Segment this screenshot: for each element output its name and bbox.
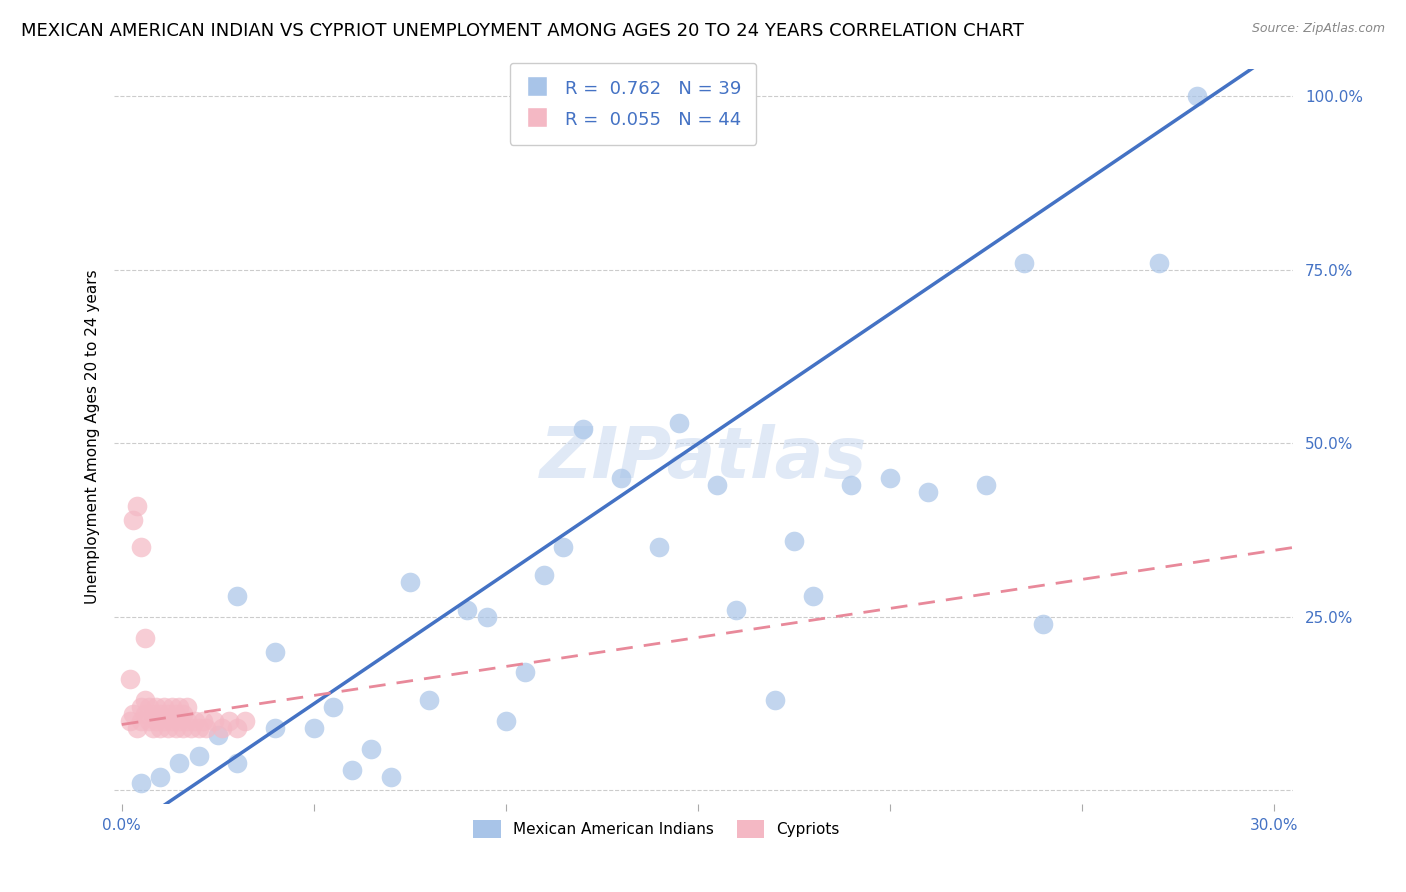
Point — [122, 513, 145, 527]
Point — [172, 707, 194, 722]
Point — [129, 700, 152, 714]
Point — [801, 589, 824, 603]
Point — [399, 575, 422, 590]
Point — [129, 541, 152, 555]
Point — [226, 721, 249, 735]
Point — [118, 673, 141, 687]
Point — [783, 533, 806, 548]
Text: Source: ZipAtlas.com: Source: ZipAtlas.com — [1251, 22, 1385, 36]
Point — [156, 707, 179, 722]
Point — [879, 471, 901, 485]
Legend: Mexican American Indians, Cypriots: Mexican American Indians, Cypriots — [467, 814, 846, 845]
Point — [264, 644, 287, 658]
Point — [145, 714, 167, 728]
Point — [974, 478, 997, 492]
Point — [302, 721, 325, 735]
Point — [233, 714, 256, 728]
Point — [418, 693, 440, 707]
Point — [180, 721, 202, 735]
Point — [360, 741, 382, 756]
Point — [513, 665, 536, 680]
Point — [129, 776, 152, 790]
Point — [184, 714, 207, 728]
Point — [153, 700, 176, 714]
Point — [138, 700, 160, 714]
Point — [342, 763, 364, 777]
Point — [169, 756, 191, 770]
Point — [668, 416, 690, 430]
Point — [1185, 89, 1208, 103]
Point — [127, 721, 149, 735]
Point — [1014, 256, 1036, 270]
Text: MEXICAN AMERICAN INDIAN VS CYPRIOT UNEMPLOYMENT AMONG AGES 20 TO 24 YEARS CORREL: MEXICAN AMERICAN INDIAN VS CYPRIOT UNEMP… — [21, 22, 1024, 40]
Point — [134, 707, 156, 722]
Point — [191, 714, 214, 728]
Point — [142, 707, 165, 722]
Point — [264, 721, 287, 735]
Point — [134, 693, 156, 707]
Point — [218, 714, 240, 728]
Point — [160, 714, 183, 728]
Point — [533, 568, 555, 582]
Point — [725, 603, 748, 617]
Point — [118, 714, 141, 728]
Point — [763, 693, 786, 707]
Point — [149, 721, 172, 735]
Point — [165, 721, 187, 735]
Point — [610, 471, 633, 485]
Point — [917, 485, 939, 500]
Y-axis label: Unemployment Among Ages 20 to 24 years: Unemployment Among Ages 20 to 24 years — [86, 269, 100, 604]
Point — [571, 422, 593, 436]
Point — [165, 707, 187, 722]
Point — [129, 714, 152, 728]
Point — [195, 721, 218, 735]
Point — [226, 756, 249, 770]
Point — [226, 589, 249, 603]
Point — [322, 700, 344, 714]
Point — [153, 714, 176, 728]
Point — [176, 700, 198, 714]
Point — [211, 721, 233, 735]
Point — [142, 721, 165, 735]
Point — [187, 721, 209, 735]
Point — [127, 499, 149, 513]
Point — [138, 714, 160, 728]
Point — [1032, 616, 1054, 631]
Text: ZIPatlas: ZIPatlas — [540, 424, 868, 493]
Point — [160, 700, 183, 714]
Point — [122, 707, 145, 722]
Point — [169, 700, 191, 714]
Point — [149, 770, 172, 784]
Point — [380, 770, 402, 784]
Point — [207, 728, 229, 742]
Point — [456, 603, 478, 617]
Point — [1147, 256, 1170, 270]
Point — [145, 700, 167, 714]
Point — [149, 707, 172, 722]
Point — [553, 541, 575, 555]
Point — [156, 721, 179, 735]
Point — [172, 721, 194, 735]
Point — [706, 478, 728, 492]
Point — [202, 714, 225, 728]
Point — [176, 714, 198, 728]
Point — [134, 631, 156, 645]
Point — [648, 541, 671, 555]
Point — [187, 748, 209, 763]
Point — [169, 714, 191, 728]
Point — [475, 610, 498, 624]
Point — [495, 714, 517, 728]
Point — [841, 478, 863, 492]
